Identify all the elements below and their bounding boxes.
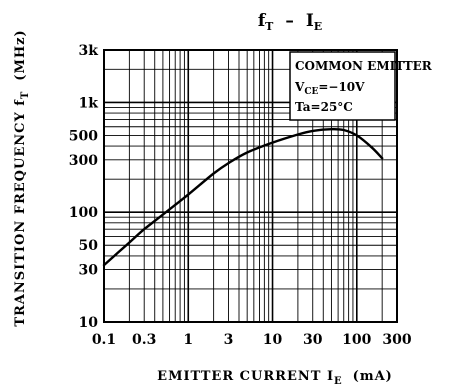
x-tick-label: 1 xyxy=(183,332,193,348)
x-axis-label: EMITTER CURRENT IE (mA) xyxy=(157,369,393,387)
x-tick-labels: 0.1 0.3 1 3 10 30 100 300 xyxy=(92,332,412,348)
plot-frame xyxy=(103,49,398,323)
condition-vce-value: =−10V xyxy=(318,80,365,94)
title-separator: – xyxy=(285,11,294,31)
x-tick-label: 10 xyxy=(263,332,283,348)
title-rhs-subscript: E xyxy=(314,20,322,33)
y-tick-label: 1k xyxy=(79,95,99,111)
x-tick-label: 0.3 xyxy=(132,332,156,348)
x-tick-label: 300 xyxy=(382,332,411,348)
x-axis-label-main: EMITTER CURRENT I xyxy=(157,369,334,384)
x-axis-label-subscript: E xyxy=(334,376,343,387)
y-tick-label: 30 xyxy=(79,263,99,279)
condition-vce-symbol: V xyxy=(294,80,305,94)
conditions-box xyxy=(289,51,396,121)
y-axis-label-main: TRANSITION FREQUENCY f xyxy=(13,99,28,327)
y-tick-label: 10 xyxy=(79,315,99,331)
y-tick-label: 500 xyxy=(69,128,98,144)
y-tick-label: 3k xyxy=(79,43,99,59)
y-tick-label: 300 xyxy=(69,153,98,169)
x-tick-label: 30 xyxy=(303,332,323,348)
y-tick-label: 50 xyxy=(79,238,99,254)
y-tick-labels: 10 30 50 100 300 500 1k 3k xyxy=(69,43,99,331)
series-layer xyxy=(102,127,384,267)
condition-mode: COMMON EMITTER xyxy=(295,59,433,73)
y-tick-label: 100 xyxy=(69,205,98,221)
x-axis-label-unit: (mA) xyxy=(353,369,393,384)
title-symbol: f xyxy=(258,11,267,31)
x-tick-label: 3 xyxy=(224,332,234,348)
y-axis-label-subscript: T xyxy=(20,91,31,99)
chart-title: fT – IE xyxy=(258,11,322,33)
title-subscript: T xyxy=(265,20,274,33)
series-line xyxy=(102,127,384,267)
y-axis-label: TRANSITION FREQUENCY fT (MHz) xyxy=(13,29,31,326)
title-rhs: I xyxy=(306,11,314,31)
condition-vce: VCE=−10V xyxy=(294,80,365,97)
condition-temperature: Ta=25°C xyxy=(295,100,353,114)
x-tick-label: 100 xyxy=(342,332,371,348)
condition-vce-subscript: CE xyxy=(304,87,318,97)
x-tick-label: 0.1 xyxy=(92,332,116,348)
y-axis-label-unit: (MHz) xyxy=(13,29,28,80)
